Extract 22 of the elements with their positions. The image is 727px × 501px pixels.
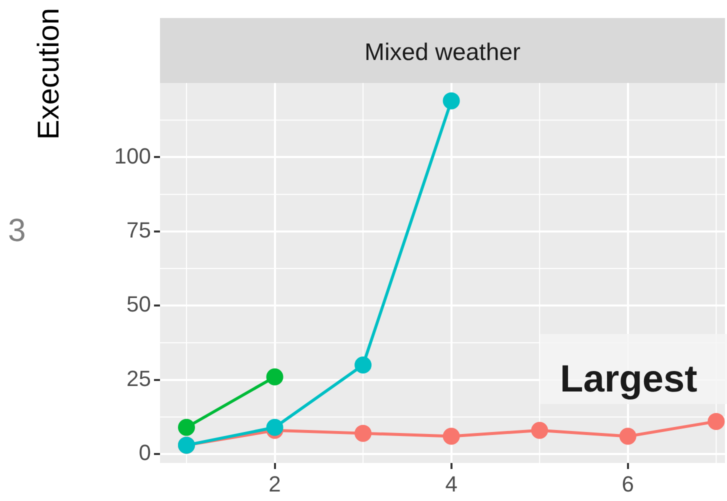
point <box>354 356 372 374</box>
point <box>619 428 636 445</box>
y-tick-label: 25 <box>126 366 151 391</box>
point <box>442 428 460 445</box>
point <box>266 368 284 386</box>
y-tick-label: 50 <box>126 292 151 317</box>
chart-title: Mixed weather <box>364 39 521 66</box>
y-tick-label: 100 <box>114 143 151 168</box>
point <box>708 412 725 430</box>
point <box>178 418 195 436</box>
annotation: Largest <box>560 358 698 400</box>
y-tick-label: 0 <box>138 440 151 466</box>
x-tick-label: 6 <box>622 471 634 496</box>
point <box>442 92 460 110</box>
x-tick-label: 4 <box>445 471 458 496</box>
y-tick-label: 75 <box>126 218 151 242</box>
y-axis-title: Execution <box>32 8 66 140</box>
x-tick-label: 2 <box>268 471 281 496</box>
text: 3 <box>8 212 26 248</box>
point <box>266 418 284 436</box>
point <box>354 424 372 442</box>
point <box>531 422 548 439</box>
